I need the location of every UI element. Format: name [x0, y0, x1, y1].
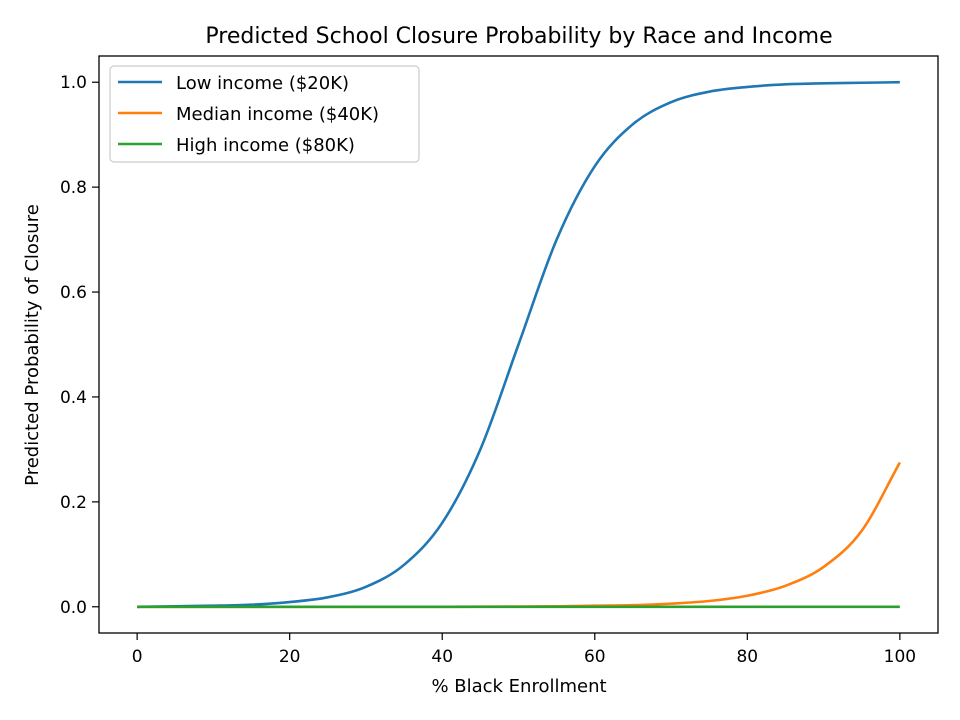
- x-tick-label: 40: [431, 647, 453, 667]
- plot-frame: [98, 55, 939, 634]
- y-tick-label: 0.0: [60, 598, 87, 618]
- legend-label-low-income: Low income ($20K): [176, 73, 349, 94]
- legend-box: [109, 65, 420, 163]
- series-lines: [137, 80, 901, 609]
- x-tick-label: 100: [884, 647, 916, 667]
- series-line-median-income: [137, 461, 901, 609]
- axis-ticks: 0 20 40 60 80 100 0.0 0.2 0.4 0.6 0.8 1.0: [60, 73, 916, 667]
- x-tick-label: 80: [736, 647, 758, 667]
- x-tick-label: 20: [279, 647, 301, 667]
- y-tick-label: 1.0: [60, 73, 87, 93]
- series-line-low-income: [137, 80, 900, 609]
- legend-label-high-income: High income ($80K): [176, 135, 355, 156]
- y-axis-label: Predicted Probability of Closure: [22, 204, 43, 486]
- y-tick-label: 0.8: [60, 178, 87, 198]
- x-tick-label: 0: [132, 647, 143, 667]
- x-tick-label: 60: [584, 647, 606, 667]
- x-axis-label: % Black Enrollment: [431, 676, 606, 697]
- y-tick-label: 0.4: [60, 388, 87, 408]
- legend: Low income ($20K) Median income ($40K) H…: [109, 65, 420, 163]
- chart-title: Predicted School Closure Probability by …: [205, 24, 832, 49]
- y-tick-label: 0.2: [60, 493, 87, 513]
- legend-label-median-income: Median income ($40K): [176, 104, 379, 125]
- y-tick-label: 0.6: [60, 283, 87, 303]
